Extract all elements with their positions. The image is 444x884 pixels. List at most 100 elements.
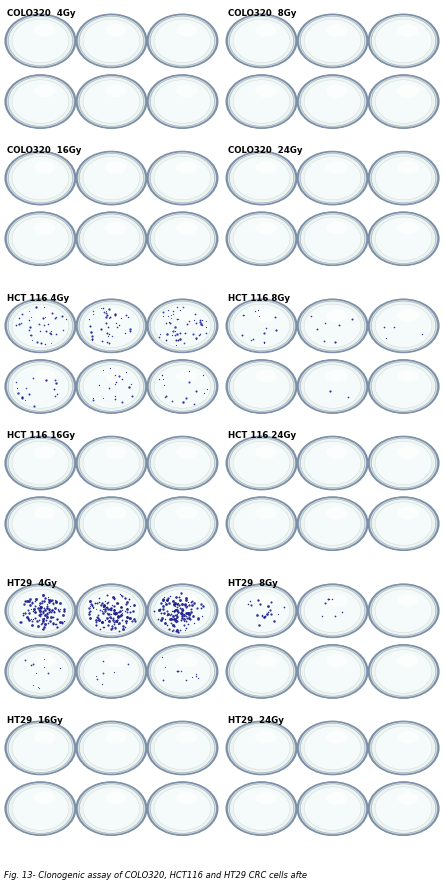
Ellipse shape xyxy=(105,309,127,322)
Ellipse shape xyxy=(8,438,73,488)
Ellipse shape xyxy=(298,300,367,352)
Ellipse shape xyxy=(326,161,348,174)
Ellipse shape xyxy=(83,502,140,545)
Ellipse shape xyxy=(368,496,440,551)
Ellipse shape xyxy=(255,654,277,667)
Ellipse shape xyxy=(369,212,438,265)
Ellipse shape xyxy=(75,720,147,775)
Ellipse shape xyxy=(83,441,140,484)
Ellipse shape xyxy=(77,152,146,204)
Ellipse shape xyxy=(148,300,217,352)
Ellipse shape xyxy=(326,507,348,520)
Ellipse shape xyxy=(150,16,214,65)
Ellipse shape xyxy=(154,650,211,693)
Ellipse shape xyxy=(6,645,75,697)
Ellipse shape xyxy=(79,438,144,488)
Ellipse shape xyxy=(12,304,69,347)
Ellipse shape xyxy=(375,650,432,693)
Ellipse shape xyxy=(8,16,73,65)
Ellipse shape xyxy=(326,791,348,804)
Ellipse shape xyxy=(371,723,436,773)
Ellipse shape xyxy=(75,211,147,266)
Ellipse shape xyxy=(230,77,294,126)
Ellipse shape xyxy=(12,156,69,200)
Ellipse shape xyxy=(368,436,440,491)
Ellipse shape xyxy=(75,644,147,699)
Ellipse shape xyxy=(34,24,56,37)
Ellipse shape xyxy=(83,217,140,261)
Ellipse shape xyxy=(369,584,438,637)
Ellipse shape xyxy=(304,787,361,830)
Ellipse shape xyxy=(8,499,73,548)
Text: HCT 116 4Gy: HCT 116 4Gy xyxy=(7,294,69,303)
Ellipse shape xyxy=(226,211,297,266)
Ellipse shape xyxy=(83,650,140,693)
Ellipse shape xyxy=(77,721,146,774)
Ellipse shape xyxy=(369,360,438,413)
Ellipse shape xyxy=(147,583,218,638)
Ellipse shape xyxy=(4,359,76,414)
Ellipse shape xyxy=(105,731,127,744)
Ellipse shape xyxy=(397,791,419,804)
Ellipse shape xyxy=(150,438,214,488)
Ellipse shape xyxy=(75,781,147,836)
Ellipse shape xyxy=(226,359,297,414)
Ellipse shape xyxy=(255,161,277,174)
Ellipse shape xyxy=(371,362,436,411)
Ellipse shape xyxy=(255,85,277,97)
Ellipse shape xyxy=(154,787,211,830)
Ellipse shape xyxy=(371,647,436,697)
Ellipse shape xyxy=(304,19,361,63)
Ellipse shape xyxy=(6,782,75,835)
Ellipse shape xyxy=(176,309,198,322)
Ellipse shape xyxy=(326,594,348,606)
Ellipse shape xyxy=(150,784,214,834)
Ellipse shape xyxy=(397,370,419,383)
Ellipse shape xyxy=(75,496,147,551)
Ellipse shape xyxy=(227,14,296,67)
Ellipse shape xyxy=(300,438,365,488)
Ellipse shape xyxy=(148,14,217,67)
Ellipse shape xyxy=(326,370,348,383)
Ellipse shape xyxy=(226,150,297,205)
Ellipse shape xyxy=(105,507,127,520)
Ellipse shape xyxy=(375,787,432,830)
Ellipse shape xyxy=(8,586,73,636)
Ellipse shape xyxy=(233,650,290,693)
Ellipse shape xyxy=(147,644,218,699)
Ellipse shape xyxy=(34,85,56,97)
Ellipse shape xyxy=(297,583,369,638)
Ellipse shape xyxy=(227,212,296,265)
Ellipse shape xyxy=(148,498,217,550)
Ellipse shape xyxy=(4,583,76,638)
Ellipse shape xyxy=(230,438,294,488)
Ellipse shape xyxy=(298,212,367,265)
Ellipse shape xyxy=(6,721,75,774)
Ellipse shape xyxy=(79,77,144,126)
Ellipse shape xyxy=(154,304,211,347)
Ellipse shape xyxy=(79,499,144,548)
Ellipse shape xyxy=(34,594,56,606)
Ellipse shape xyxy=(105,654,127,667)
Ellipse shape xyxy=(176,594,198,606)
Ellipse shape xyxy=(105,24,127,37)
Ellipse shape xyxy=(147,781,218,836)
Text: HT29  24Gy: HT29 24Gy xyxy=(228,716,284,725)
Ellipse shape xyxy=(34,446,56,459)
Ellipse shape xyxy=(148,645,217,697)
Ellipse shape xyxy=(4,299,76,354)
Ellipse shape xyxy=(397,731,419,744)
Ellipse shape xyxy=(79,647,144,697)
Ellipse shape xyxy=(77,645,146,697)
Ellipse shape xyxy=(150,499,214,548)
Ellipse shape xyxy=(77,498,146,550)
Ellipse shape xyxy=(150,214,214,263)
Ellipse shape xyxy=(326,446,348,459)
Ellipse shape xyxy=(75,583,147,638)
Ellipse shape xyxy=(230,153,294,202)
Ellipse shape xyxy=(300,784,365,834)
Ellipse shape xyxy=(255,370,277,383)
Ellipse shape xyxy=(371,214,436,263)
Ellipse shape xyxy=(83,365,140,408)
Ellipse shape xyxy=(226,299,297,354)
